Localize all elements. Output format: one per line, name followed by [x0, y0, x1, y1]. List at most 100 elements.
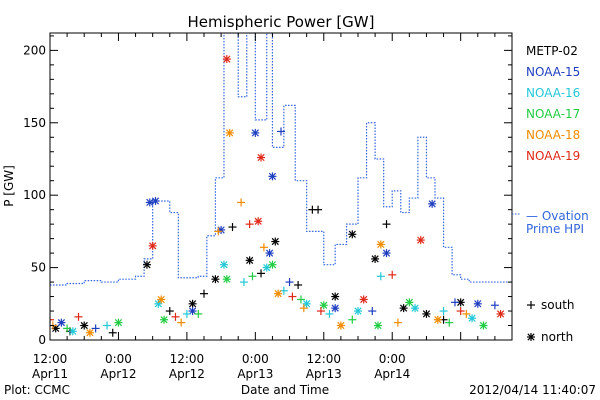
legend-entry: NOAA-16: [526, 86, 580, 100]
south-point: [103, 321, 112, 330]
x-tick-date-label: Apr13: [306, 367, 342, 381]
south-point: [296, 295, 305, 304]
series-noaa-15: [57, 127, 499, 333]
x-tick-label: 12:00: [33, 352, 68, 366]
south-point: [277, 127, 285, 136]
north-point: [348, 230, 357, 239]
north-point: [154, 299, 163, 308]
south-point: [171, 312, 180, 321]
north-point: [188, 307, 197, 316]
north-point: [151, 196, 160, 205]
legend-entry: METP-02: [526, 44, 578, 58]
north-point: [142, 260, 151, 269]
north-point: [468, 314, 477, 323]
series-noaa-16: [68, 260, 477, 336]
legend-entry: NOAA-19: [526, 149, 580, 163]
south-point: [214, 227, 223, 236]
north-point: [80, 321, 89, 330]
series-noaa-19: [50, 55, 505, 324]
south-point: [248, 272, 257, 281]
north-point: [411, 304, 420, 313]
plot-area: [50, 33, 512, 337]
north-point: [254, 217, 263, 226]
south-point: [393, 318, 402, 327]
north-point: [268, 260, 277, 269]
north-point: [433, 315, 442, 324]
south-point: [237, 198, 246, 207]
north-point: [373, 321, 382, 330]
north-point: [188, 299, 197, 308]
north-point: [85, 328, 94, 337]
north-point: [359, 295, 368, 304]
north-point: [331, 292, 340, 301]
south-point: [245, 220, 254, 229]
north-point: [336, 321, 345, 330]
legend-entry: NOAA-15: [526, 65, 580, 79]
series-metp-02: [51, 205, 465, 337]
x-tick-label: 0:00: [379, 352, 406, 366]
north-point: [319, 301, 328, 310]
y-tick-label: 100: [23, 188, 46, 202]
north-point: [257, 153, 266, 162]
x-tick-date-label: Apr11: [32, 367, 68, 381]
south-point: [228, 223, 237, 232]
south-point: [376, 272, 385, 281]
y-tick-label: 200: [23, 43, 46, 57]
north-point: [211, 275, 220, 284]
north-point: [148, 241, 157, 250]
south-point: [450, 298, 459, 307]
plot-timestamp: 2012/04/14 11:40:07: [469, 383, 596, 397]
north-point: [371, 254, 380, 263]
north-point: [399, 304, 408, 313]
north-point: [245, 256, 254, 265]
x-tick-label: 12:00: [170, 352, 205, 366]
north-point: [473, 299, 482, 308]
north-point: [331, 304, 340, 313]
north-point: [114, 318, 123, 327]
x-tick-date-label: Apr13: [237, 367, 273, 381]
series-noaa-17: [63, 260, 488, 333]
south-point: [288, 292, 297, 301]
north-point: [225, 128, 234, 137]
legend-marker-label: south: [541, 298, 575, 312]
x-tick-label: 0:00: [242, 352, 269, 366]
south-point: [259, 243, 268, 252]
south-point: [194, 309, 203, 318]
x-axis-label: Date and Time: [241, 383, 329, 397]
south-point: [200, 289, 208, 298]
legend-ovation: Prime HPI: [526, 222, 584, 236]
south-point: [368, 307, 377, 316]
south-point: [299, 304, 308, 313]
south-point: [239, 278, 248, 287]
north-point: [479, 321, 488, 330]
north-marker-icon: [527, 333, 535, 341]
north-point: [157, 295, 166, 304]
series-noaa-18: [50, 128, 471, 337]
chart-title: Hemispheric Power [GW]: [188, 13, 375, 31]
north-point: [265, 249, 274, 258]
south-point: [316, 307, 325, 316]
south-point: [382, 220, 391, 229]
south-point: [91, 324, 100, 333]
north-point: [251, 128, 260, 137]
north-point: [145, 198, 154, 207]
south-point: [462, 309, 471, 318]
north-point: [428, 199, 437, 208]
north-point: [268, 172, 277, 181]
north-point: [160, 315, 169, 324]
north-point: [222, 55, 231, 64]
plot-credit: Plot: CCMC: [4, 383, 70, 397]
y-axis-label: P [GW]: [2, 165, 16, 207]
legend-ovation: — Ovation: [526, 209, 589, 223]
y-tick-label: 0: [38, 333, 46, 347]
south-point: [108, 328, 117, 337]
south-point: [439, 307, 448, 316]
x-tick-date-label: Apr12: [169, 367, 205, 381]
south-point: [74, 312, 83, 321]
south-marker-icon: [527, 301, 535, 309]
ovation-hpi-line: [50, 33, 512, 286]
south-point: [294, 280, 303, 289]
x-tick-label: 12:00: [306, 352, 341, 366]
south-point: [314, 205, 323, 214]
